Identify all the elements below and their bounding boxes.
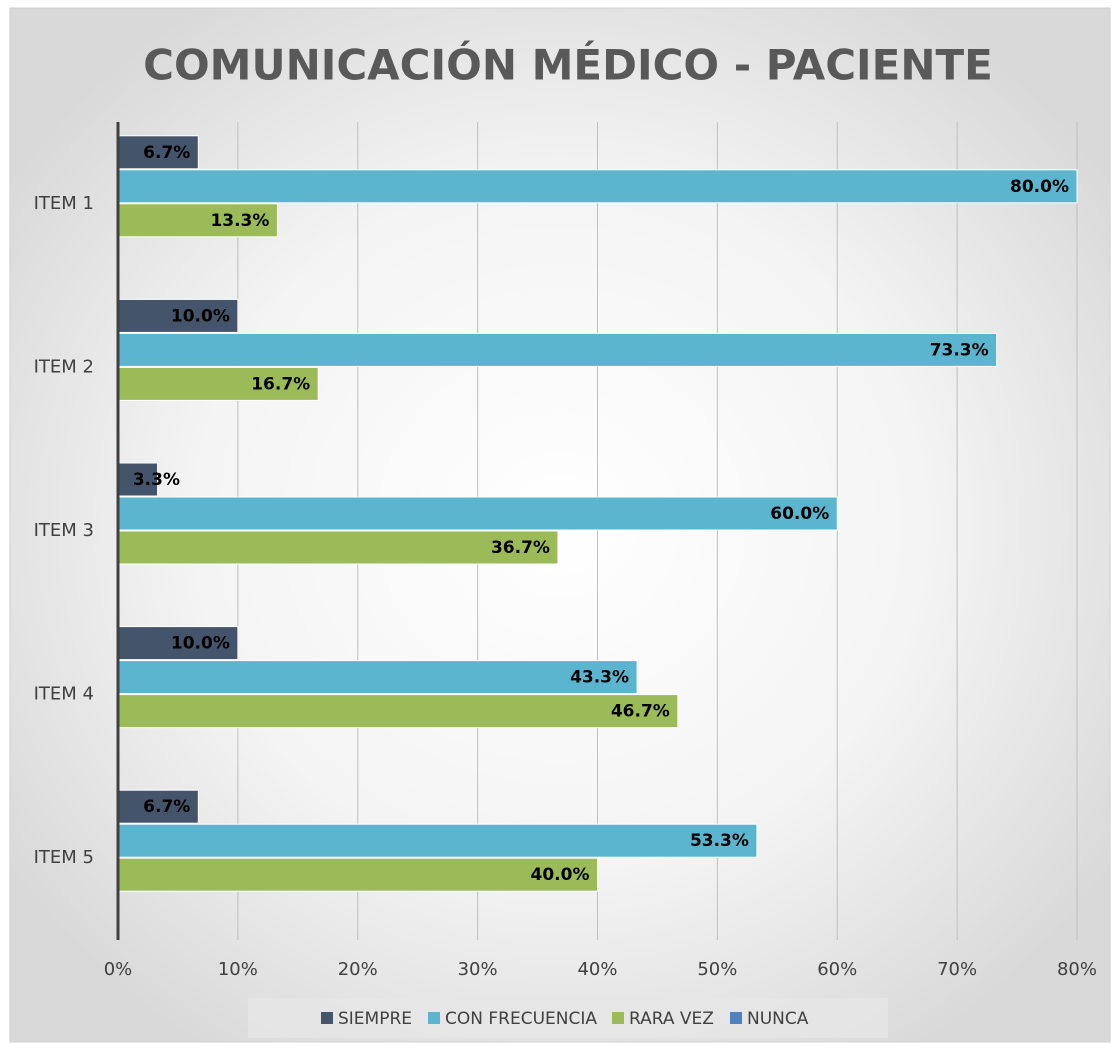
y-tick-label: ITEM 3 <box>34 520 94 541</box>
y-tick-label: ITEM 1 <box>34 193 94 214</box>
data-label: 10.0% <box>171 634 230 654</box>
bar <box>117 135 199 170</box>
y-tick-label: ITEM 2 <box>34 356 94 377</box>
bar <box>117 169 1078 204</box>
legend-swatch <box>428 1012 440 1024</box>
data-label: 73.3% <box>930 340 989 360</box>
data-label: 60.0% <box>770 504 829 524</box>
data-label: 40.0% <box>531 865 590 885</box>
bar <box>117 298 239 333</box>
x-tick-label: 30% <box>458 959 498 980</box>
y-tick-label: ITEM 4 <box>34 684 94 705</box>
data-label: 36.7% <box>491 538 550 558</box>
data-label: 43.3% <box>570 668 629 688</box>
chart-title: COMUNICACIÓN MÉDICO - PACIENTE <box>143 40 993 90</box>
bar <box>117 660 638 695</box>
legend-box <box>248 998 888 1038</box>
x-tick-label: 60% <box>817 959 857 980</box>
bar <box>117 694 679 729</box>
bar <box>117 332 998 367</box>
x-tick-label: 0% <box>104 959 133 980</box>
legend-swatch <box>730 1012 742 1024</box>
bar <box>117 823 758 858</box>
bar <box>117 857 598 892</box>
legend-label: RARA VEZ <box>629 1009 714 1029</box>
legend-swatch <box>612 1012 624 1024</box>
data-label: 13.3% <box>210 211 269 231</box>
legend-label: NUNCA <box>747 1009 809 1029</box>
bar <box>117 496 838 531</box>
data-label: 10.0% <box>171 306 230 326</box>
x-tick-label: 10% <box>218 959 258 980</box>
x-tick-label: 70% <box>937 959 977 980</box>
data-label: 46.7% <box>611 702 670 722</box>
bar <box>117 789 199 824</box>
x-tick-label: 80% <box>1057 959 1097 980</box>
data-label: 80.0% <box>1010 177 1069 197</box>
bar <box>117 530 559 565</box>
x-tick-label: 50% <box>697 959 737 980</box>
bar <box>117 366 319 401</box>
data-label: 6.7% <box>143 143 190 163</box>
x-tick-label: 40% <box>577 959 617 980</box>
legend-label: SIEMPRE <box>338 1009 412 1029</box>
y-tick-label: ITEM 5 <box>34 847 94 868</box>
bar <box>117 462 159 497</box>
data-label: 53.3% <box>690 831 749 851</box>
data-label: 16.7% <box>251 374 310 394</box>
data-label: 3.3% <box>133 470 180 490</box>
legend-label: CON FRECUENCIA <box>445 1009 597 1029</box>
legend-swatch <box>321 1012 333 1024</box>
x-tick-label: 20% <box>338 959 378 980</box>
bar <box>117 203 278 238</box>
bar <box>117 626 239 661</box>
data-label: 6.7% <box>143 797 190 817</box>
